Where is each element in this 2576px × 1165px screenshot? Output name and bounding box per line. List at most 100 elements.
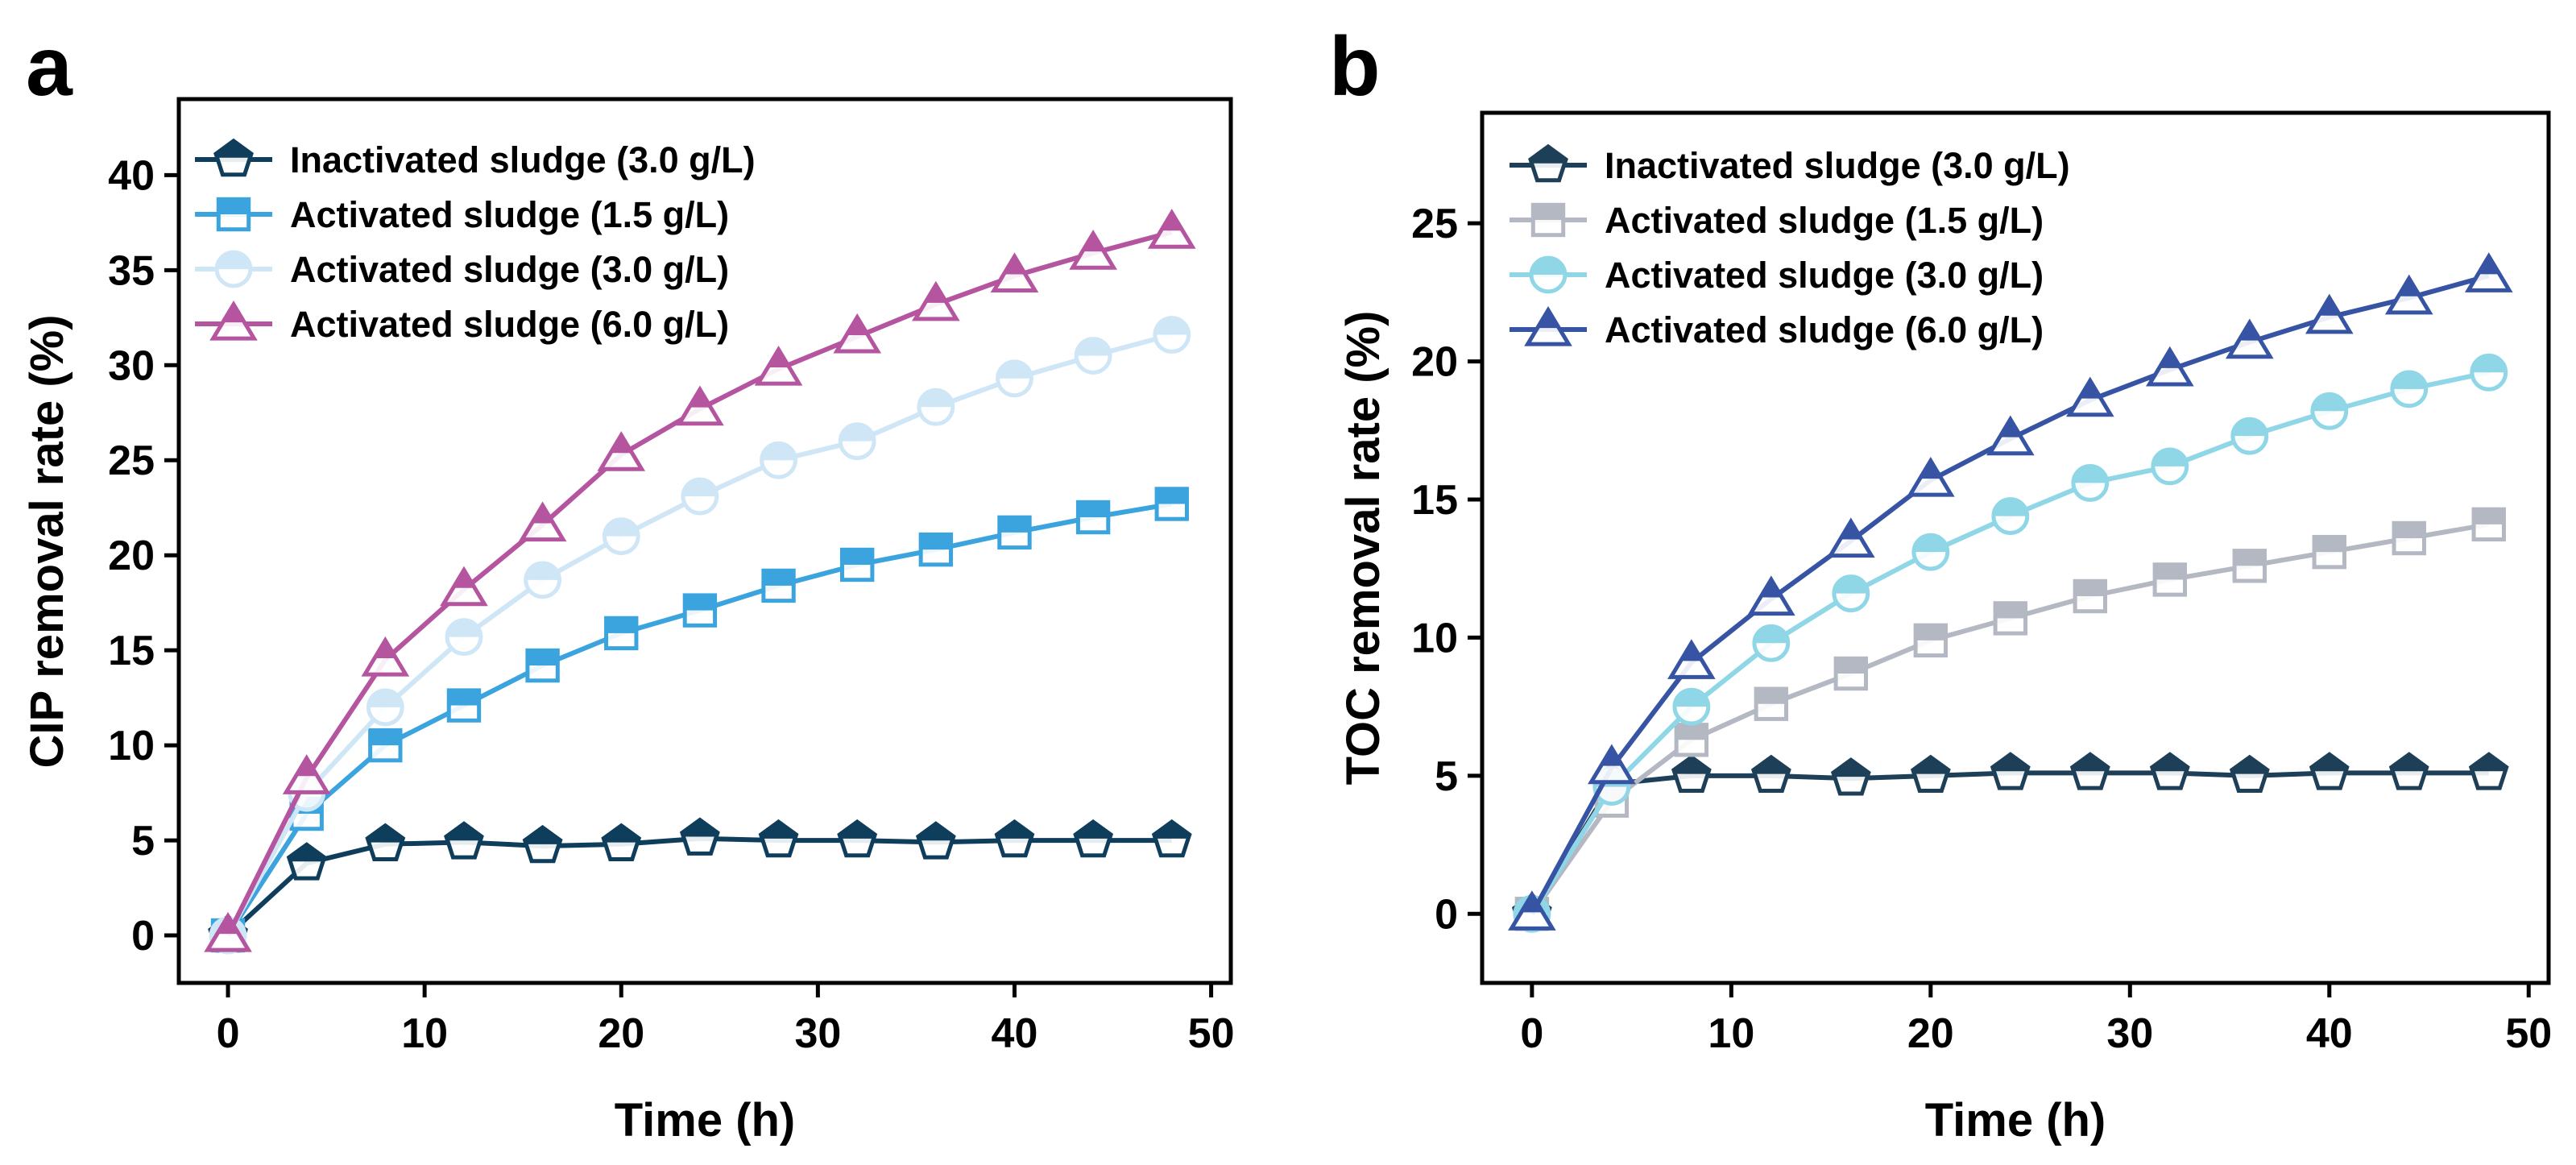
panel-a-data-point-fill xyxy=(842,549,872,565)
panel-a-data-point-fill xyxy=(921,534,951,550)
panel-b-legend-marker-fill xyxy=(1533,205,1563,220)
panel-b-letter: b xyxy=(1329,20,1381,114)
panel-a-data-point-fill xyxy=(1082,233,1104,252)
panel-b-xtick-label: 40 xyxy=(2306,1010,2353,1057)
panel-a-data-point-fill xyxy=(453,570,475,588)
panel-b-data-point-fill xyxy=(2312,394,2346,412)
panel-a-ytick-label: 35 xyxy=(108,247,155,294)
panel-b-data-point-fill xyxy=(1999,419,2022,437)
panel-a-data-point-fill xyxy=(525,562,560,580)
panel-a-data-point-fill xyxy=(375,640,396,659)
panel-b-legend-label: Activated sludge (1.5 g/L) xyxy=(1605,200,2044,241)
panel-a-ytick-label: 15 xyxy=(108,628,155,674)
panel-b-data-point-fill xyxy=(1676,724,1707,740)
panel-b-series-line xyxy=(1530,521,2490,916)
panel-b-data-point-fill xyxy=(2392,372,2426,389)
panel-b-data-point-fill xyxy=(2234,550,2265,566)
panel-a-xlabel: Time (h) xyxy=(615,1094,796,1146)
panel-b-series-3 xyxy=(1508,252,2513,931)
panel-b-data-point-fill xyxy=(1993,499,2027,516)
panel-a-data-point-fill xyxy=(685,595,715,611)
panel-b-series-0 xyxy=(1511,752,2509,931)
panel-a-data-point-fill xyxy=(682,479,717,497)
panel-b-legend-label: Inactivated sludge (3.0 g/L) xyxy=(1605,145,2070,186)
panel-b-data-point-fill xyxy=(2314,537,2345,553)
panel-b-data-point-fill xyxy=(2232,419,2267,437)
panel-b-data-point-fill xyxy=(2471,355,2506,373)
panel-a-data-point-fill xyxy=(1154,317,1189,335)
panel-b-series-line xyxy=(1530,273,2490,915)
panel-a-data-point-fill xyxy=(1078,502,1108,518)
panel-b-data-point-fill xyxy=(2159,350,2181,368)
panel-a-data-point-fill xyxy=(997,361,1032,379)
panel-b-data-point-fill xyxy=(2398,278,2421,296)
panel-b-series-line xyxy=(1530,770,2489,915)
panel-a-data-point-fill xyxy=(768,349,789,368)
panel-b: b 0 10 20 30 40 50 0 5 10 15 20 25 Time (h) TOC remova… xyxy=(1329,20,2552,1146)
panel-b-xtick-label: 20 xyxy=(1907,1010,1954,1057)
panel-a-legend-marker-fill xyxy=(222,304,245,323)
panel-a: a 0 10 20 30 40 50 0 5 10 15 20 25 30 35 40 Time (h) CIP … xyxy=(21,20,1235,1146)
panel-b-data-point-fill xyxy=(1915,625,1946,641)
panel-a-data-point-fill xyxy=(1004,256,1025,275)
panel-a-series-line xyxy=(226,501,1173,937)
panel-b-ytick-label: 20 xyxy=(1411,339,1458,386)
panel-a-data-point-fill xyxy=(368,690,403,707)
panel-a-series-3 xyxy=(204,209,1196,952)
panel-a-data-point-fill xyxy=(999,517,1030,533)
panel-a-xtick-label: 50 xyxy=(1188,1010,1235,1057)
panel-a-legend-label: Activated sludge (3.0 g/L) xyxy=(290,249,729,290)
panel-b-ylabel: TOC removal rate (%) xyxy=(1337,311,1389,786)
panel-b-data-point-fill xyxy=(2155,564,2185,580)
panel-a-ytick-label: 10 xyxy=(108,723,155,769)
panel-a-xtick-label: 0 xyxy=(217,1010,240,1057)
panel-b-data-point-fill xyxy=(1754,626,1788,644)
panel-a-xtick-label: 10 xyxy=(401,1010,448,1057)
panel-a-data-point-fill xyxy=(606,618,636,633)
panel-a-ytick-label: 25 xyxy=(108,437,155,484)
panel-b-data-point-fill xyxy=(1756,689,1787,704)
panel-b-data-point-fill xyxy=(1601,748,1623,766)
panel-b-series-1 xyxy=(1514,507,2506,931)
panel-a-data-point-fill xyxy=(840,424,875,442)
panel-b-xtick-label: 10 xyxy=(1708,1010,1754,1057)
panel-b-data-point-fill xyxy=(1836,658,1866,674)
panel-b-legend-marker-fill xyxy=(1537,309,1559,329)
panel-a-data-point-fill xyxy=(370,730,401,746)
panel-a-legend-marker-fill xyxy=(218,199,249,214)
panel-a-data-point-fill xyxy=(532,505,553,524)
panel-b-xtick-label: 50 xyxy=(2505,1010,2552,1057)
panel-b-data-point-fill xyxy=(2478,256,2500,275)
panel-a-data-point-fill xyxy=(689,389,711,408)
panel-a-data-point-fill xyxy=(925,284,947,303)
panel-a-ytick-label: 20 xyxy=(108,533,155,579)
panel-a-data-point-fill xyxy=(1157,488,1187,504)
panel-a-series-0 xyxy=(208,817,1192,953)
panel-a-data-point-fill xyxy=(763,570,794,586)
panel-a-letter: a xyxy=(26,20,73,114)
panel-a-data-point-fill xyxy=(761,443,796,461)
panel-b-data-point-fill xyxy=(1674,690,1708,707)
panel-b-data-point-fill xyxy=(2152,450,2187,466)
panel-a-ytick-label: 5 xyxy=(131,818,155,864)
panel-a-xtick-label: 40 xyxy=(992,1010,1038,1057)
panel-b-ytick-label: 5 xyxy=(1435,753,1458,800)
panel-a-data-point-fill xyxy=(846,317,868,335)
panel-a-legend-label: Inactivated sludge (3.0 g/L) xyxy=(290,139,756,180)
panel-b-xtick-label: 30 xyxy=(2106,1010,2153,1057)
panel-b-data-point-fill xyxy=(2394,523,2425,538)
panel-a-legend: Inactivated sludge (3.0 g/L) Activated sl… xyxy=(195,138,756,345)
panel-a-data-point-fill xyxy=(610,434,632,454)
panel-b-xtick-label: 0 xyxy=(1520,1010,1543,1057)
panel-a-legend-label: Activated sludge (1.5 g/L) xyxy=(290,194,729,235)
panel-b-legend-label: Activated sludge (6.0 g/L) xyxy=(1605,309,2044,350)
panel-b-data-point-fill xyxy=(2474,509,2504,524)
panel-b-data-point-fill xyxy=(1760,579,1783,598)
panel-b-series-2 xyxy=(1513,353,2508,933)
panel-b-data-point-fill xyxy=(2079,380,2102,399)
panel-b-data-point-fill xyxy=(1995,603,2026,619)
panel-a-ytick-label: 0 xyxy=(131,913,155,960)
panel-b-frame xyxy=(1480,110,2551,985)
panel-b-legend: Inactivated sludge (3.0 g/L) Activated sl… xyxy=(1510,143,2070,350)
